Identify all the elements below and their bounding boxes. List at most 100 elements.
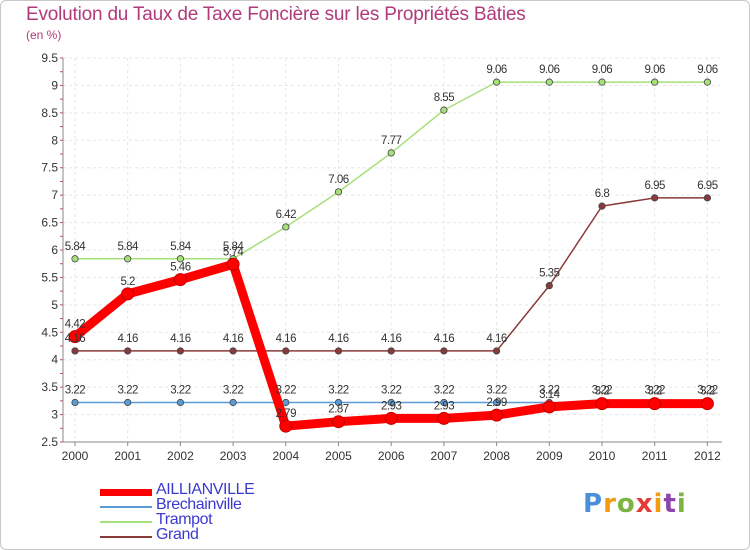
data-label: 5.84 <box>65 241 86 253</box>
data-label: 7.06 <box>328 174 348 186</box>
data-point <box>71 398 79 407</box>
y-tick-label: 6 <box>51 243 58 257</box>
y-tick-label: 5 <box>51 298 58 312</box>
data-point <box>595 397 609 411</box>
data-point <box>229 347 237 355</box>
data-point <box>545 282 553 290</box>
legend-swatch <box>100 536 152 538</box>
data-point <box>334 398 343 407</box>
proxiti-logo: Proxiti <box>583 489 687 519</box>
data-label: 3.22 <box>697 385 717 397</box>
data-label: 3.22 <box>592 385 612 397</box>
data-point <box>440 398 448 407</box>
data-label: 4.16 <box>170 333 190 345</box>
x-tick-label: 2004 <box>272 449 299 463</box>
x-tick-label: 2001 <box>114 449 141 463</box>
y-tick-label: 3.5 <box>41 380 58 394</box>
data-point <box>490 408 504 422</box>
data-label: 9.06 <box>697 64 717 76</box>
data-point <box>492 347 501 355</box>
x-tick-label: 2000 <box>62 449 89 463</box>
data-label: 9.06 <box>592 64 612 76</box>
x-tick-label: 2008 <box>483 449 510 463</box>
data-point <box>651 78 659 86</box>
data-point <box>226 257 240 271</box>
data-point <box>440 347 448 355</box>
data-label: 3.22 <box>65 385 85 397</box>
data-label: 4.16 <box>223 333 243 345</box>
data-label: 4.16 <box>65 333 85 345</box>
data-point <box>492 78 501 86</box>
data-label: 9.06 <box>539 64 559 76</box>
data-label: 3.22 <box>223 385 243 397</box>
data-label: 5.35 <box>539 268 559 280</box>
data-label: 4.42 <box>65 319 85 331</box>
data-label: 3.22 <box>328 385 348 397</box>
legend-item-trampot: Trampot <box>100 511 300 529</box>
data-point <box>545 78 553 86</box>
data-point <box>492 398 501 407</box>
data-label: 6.95 <box>645 180 665 192</box>
data-point <box>282 347 290 355</box>
data-point <box>598 78 606 86</box>
x-tick-label: 2003 <box>220 449 247 463</box>
y-tick-label: 8 <box>51 133 58 147</box>
data-label: 3.22 <box>645 385 665 397</box>
data-point <box>176 347 184 355</box>
chart-title: Evolution du Taux de Taxe Foncière sur l… <box>26 4 526 25</box>
data-label: 2.93 <box>381 400 401 412</box>
x-tick-label: 2010 <box>589 449 616 463</box>
data-label: 5.74 <box>223 246 244 258</box>
data-point <box>703 78 712 86</box>
data-label: 5.84 <box>170 241 191 253</box>
data-point <box>68 330 82 344</box>
data-point <box>176 398 184 407</box>
data-point <box>71 255 79 263</box>
data-point <box>334 347 343 355</box>
x-tick-label: 2006 <box>378 449 405 463</box>
data-label: 3.2 <box>647 386 662 398</box>
data-label: 4.16 <box>486 333 506 345</box>
data-label: 3.2 <box>700 386 715 398</box>
data-label: 4.16 <box>328 333 348 345</box>
data-point <box>229 398 237 407</box>
data-point <box>387 398 395 407</box>
y-tick-label: 5.5 <box>41 270 58 284</box>
logo-letter: r <box>603 489 617 519</box>
legend-label: Trampot <box>156 511 213 528</box>
data-label: 3.22 <box>486 385 506 397</box>
data-label: 4.16 <box>381 333 401 345</box>
data-label: 4.16 <box>118 333 138 345</box>
y-tick-label: 9.5 <box>41 51 58 65</box>
data-label: 2.99 <box>486 397 506 409</box>
data-label: 6.95 <box>697 180 717 192</box>
data-point <box>124 255 132 263</box>
legend-swatch <box>100 521 152 523</box>
data-point <box>334 188 343 196</box>
data-point <box>700 397 714 411</box>
chart-subtitle: (en %) <box>26 28 62 42</box>
data-label: 5.2 <box>120 276 135 288</box>
data-label: 3.22 <box>170 385 190 397</box>
data-point <box>703 194 712 202</box>
y-tick-label: 8.5 <box>41 106 58 120</box>
data-point <box>176 255 184 263</box>
data-label: 3.22 <box>381 385 401 397</box>
data-point <box>542 400 556 414</box>
data-label: 8.55 <box>434 92 454 104</box>
legend-swatch <box>100 506 152 508</box>
data-point <box>384 411 398 425</box>
data-point <box>279 419 293 433</box>
logo-letter: t <box>663 489 677 519</box>
data-label: 3.22 <box>539 385 559 397</box>
y-tick-label: 6.5 <box>41 216 58 230</box>
data-label: 6.42 <box>276 209 296 221</box>
y-tick-label: 7 <box>51 188 58 202</box>
legend-label: Grand <box>156 526 199 543</box>
logo-letter: i <box>653 489 664 519</box>
logo-letter: o <box>616 489 636 519</box>
legend-item-grand: Grand <box>100 526 300 544</box>
y-tick-label: 4.5 <box>41 325 58 339</box>
x-tick-label: 2009 <box>536 449 563 463</box>
